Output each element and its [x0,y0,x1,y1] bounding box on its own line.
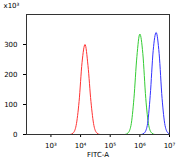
svg-text:200: 200 [4,71,17,79]
svg-text:10⁶: 10⁶ [134,142,146,150]
svg-text:10⁷: 10⁷ [164,142,176,150]
svg-text:300: 300 [4,41,17,49]
svg-text:10⁴: 10⁴ [75,142,87,150]
svg-text:10³: 10³ [45,142,57,150]
svg-text:x10³: x10³ [4,2,20,10]
svg-text:0: 0 [13,131,17,139]
svg-text:10⁵: 10⁵ [104,142,116,150]
svg-text:100: 100 [4,101,17,109]
svg-text:FITC-A: FITC-A [87,151,109,159]
